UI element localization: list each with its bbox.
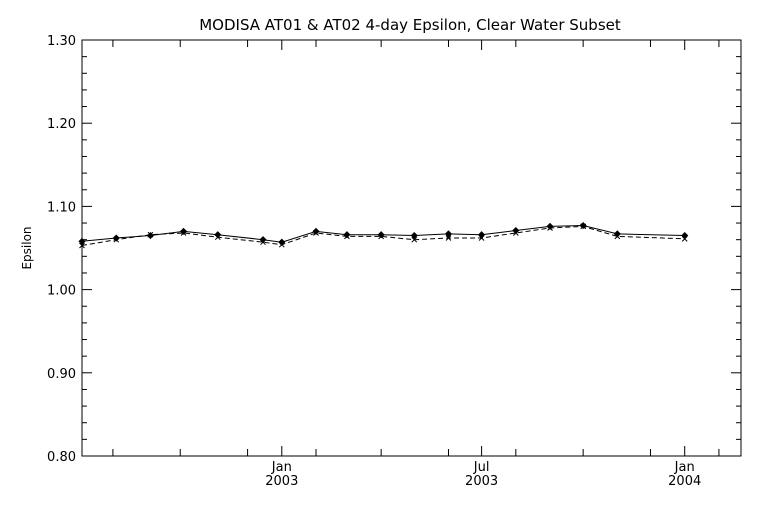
series-line-2 — [81, 225, 685, 246]
data-point — [547, 225, 553, 231]
data-point — [411, 236, 418, 243]
data-point — [579, 221, 587, 230]
plot-frame — [81, 39, 742, 457]
data-point — [147, 231, 154, 238]
data-point — [180, 230, 187, 236]
y-tick-label: 0.90 — [47, 367, 76, 382]
series-line-1 — [81, 224, 685, 243]
data-point — [378, 233, 384, 240]
data-point — [260, 239, 266, 246]
data-point — [580, 223, 587, 230]
data-point — [214, 234, 221, 241]
data-point — [478, 235, 485, 241]
data-point — [410, 231, 418, 240]
y-tick-label: 1.00 — [47, 284, 76, 299]
data-point — [444, 230, 453, 238]
x-tick-label-month: Jul — [473, 460, 490, 475]
x-tick-label-month: Jan — [271, 460, 292, 475]
data-point — [512, 230, 519, 236]
data-point — [146, 231, 155, 240]
data-point — [445, 235, 452, 241]
data-point — [614, 233, 621, 240]
x-tick-label-year: 2003 — [265, 474, 298, 489]
y-tick-label: 1.10 — [47, 200, 76, 215]
y-tick-label: 1.30 — [47, 34, 76, 49]
data-point — [344, 233, 350, 240]
axis-ticks: 0.800.901.001.101.201.30Jan2003Jul2003Ja… — [47, 34, 741, 489]
x-tick-label-year: 2004 — [668, 474, 701, 489]
data-point — [681, 235, 688, 242]
x-tick-label-year: 2003 — [465, 474, 498, 489]
data-point — [79, 242, 85, 249]
x-tick-label-month: Jan — [674, 460, 695, 475]
data-point — [681, 231, 689, 240]
series-group — [78, 221, 689, 249]
data-point — [478, 231, 486, 239]
chart-title: MODISA AT01 & AT02 4-day Epsilon, Clear … — [199, 16, 621, 34]
y-tick-label: 1.20 — [47, 117, 76, 132]
y-axis-label: Epsilon — [20, 226, 34, 269]
data-point — [78, 237, 86, 245]
data-point — [113, 236, 120, 243]
y-tick-label: 0.80 — [47, 450, 76, 465]
data-point — [313, 230, 319, 236]
data-point — [278, 241, 285, 248]
